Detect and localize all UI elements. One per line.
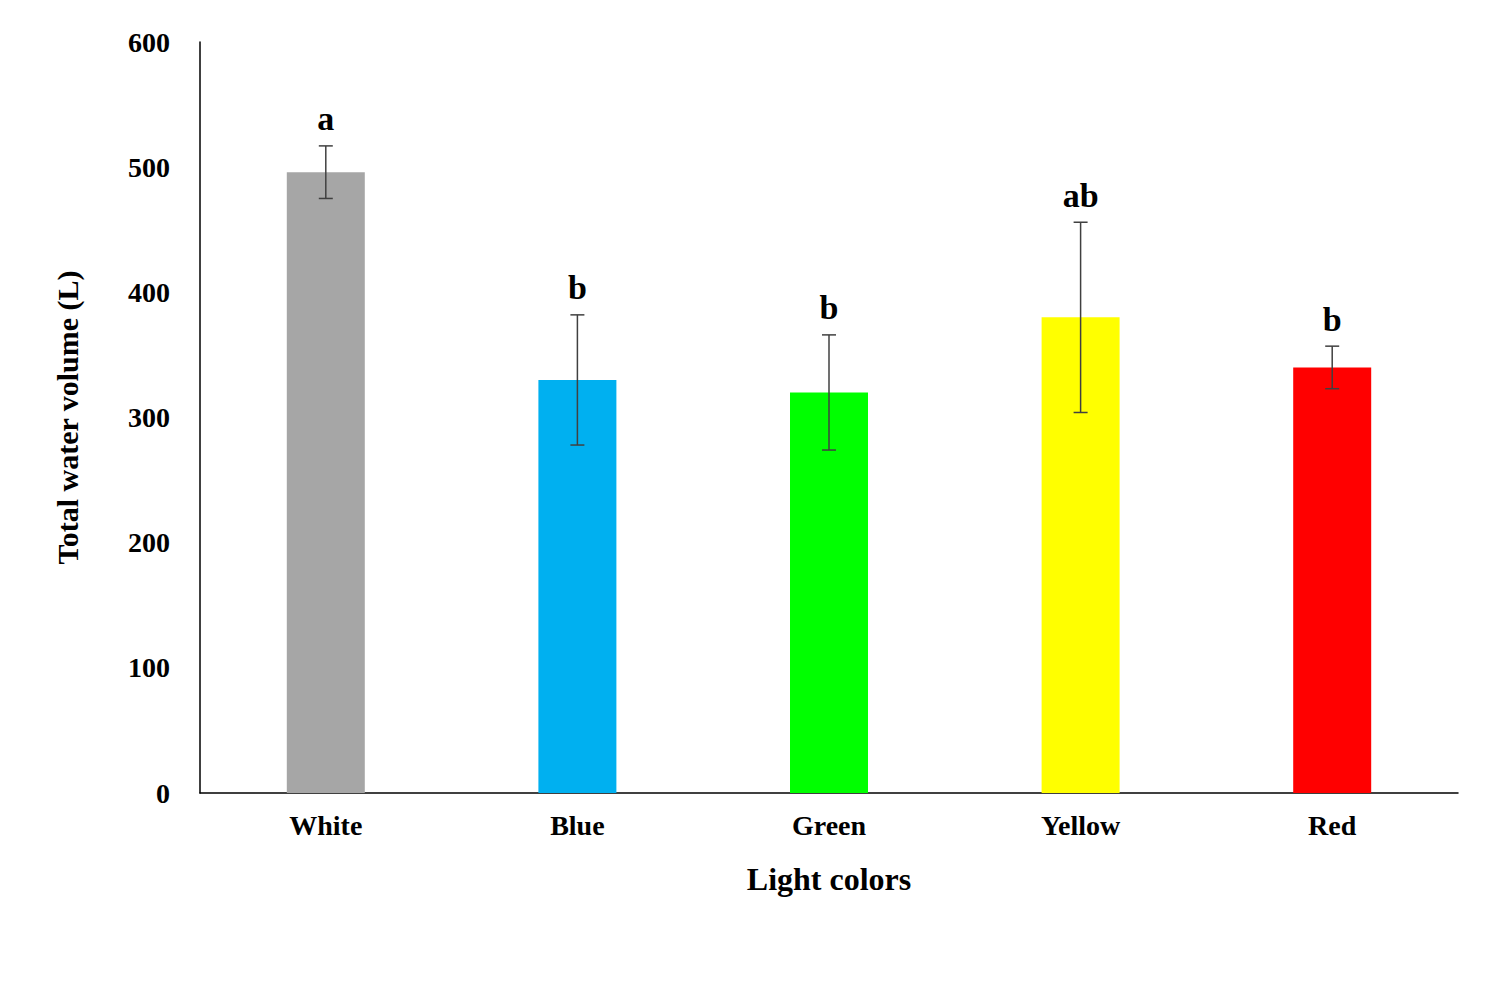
svg-text:600: 600 bbox=[128, 27, 170, 58]
svg-text:Total water volume (L): Total water volume (L) bbox=[51, 270, 85, 564]
svg-text:100: 100 bbox=[128, 652, 170, 683]
svg-text:ab: ab bbox=[1063, 177, 1099, 214]
svg-text:Red: Red bbox=[1308, 810, 1357, 841]
svg-text:0: 0 bbox=[156, 778, 170, 809]
svg-text:b: b bbox=[568, 269, 587, 306]
svg-text:White: White bbox=[289, 810, 362, 841]
svg-text:Blue: Blue bbox=[550, 810, 604, 841]
svg-text:a: a bbox=[317, 100, 334, 137]
svg-text:Yellow: Yellow bbox=[1041, 810, 1121, 841]
svg-text:500: 500 bbox=[128, 152, 170, 183]
svg-text:400: 400 bbox=[128, 277, 170, 308]
svg-text:Light colors: Light colors bbox=[747, 861, 911, 897]
svg-text:200: 200 bbox=[128, 527, 170, 558]
svg-text:b: b bbox=[1323, 301, 1342, 338]
svg-text:Green: Green bbox=[792, 810, 867, 841]
svg-text:b: b bbox=[820, 289, 839, 326]
svg-text:300: 300 bbox=[128, 402, 170, 433]
